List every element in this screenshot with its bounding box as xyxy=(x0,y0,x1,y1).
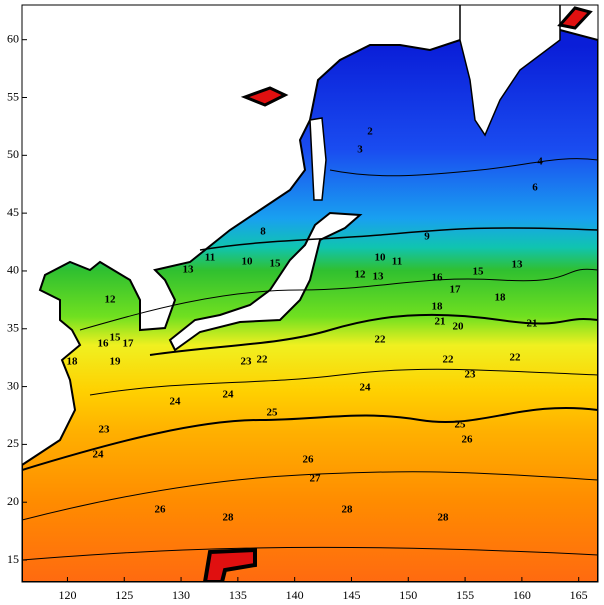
contour-label: 3 xyxy=(357,144,363,156)
contour-label: 17 xyxy=(123,338,135,350)
y-tick-label: 30 xyxy=(7,378,19,392)
contour-label: 15 xyxy=(270,258,282,270)
contour-label: 22 xyxy=(375,334,387,346)
contour-label: 21 xyxy=(435,316,446,328)
contour-label: 15 xyxy=(110,332,122,344)
contour-label: 12 xyxy=(105,294,117,306)
kamchatka xyxy=(459,5,561,137)
x-tick-label: 130 xyxy=(172,588,190,602)
x-tick-label: 135 xyxy=(229,588,247,602)
contour-label: 23 xyxy=(465,369,477,381)
y-tick-label: 50 xyxy=(7,147,19,161)
contour-label: 28 xyxy=(223,512,235,524)
contour-label: 26 xyxy=(462,434,474,446)
contour-label: 6 xyxy=(532,182,538,194)
map-area xyxy=(22,5,598,582)
contour-label: 9 xyxy=(424,231,430,243)
contour-label: 23 xyxy=(241,356,253,368)
x-tick-label: 150 xyxy=(399,588,417,602)
contour-label: 27 xyxy=(310,473,322,485)
contour-label: 11 xyxy=(205,252,215,264)
contour-label: 23 xyxy=(99,424,111,436)
contour-label: 21 xyxy=(527,318,538,330)
x-tick-label: 120 xyxy=(58,588,76,602)
sea xyxy=(22,28,598,582)
contour-label: 18 xyxy=(495,292,507,304)
contour-label: 16 xyxy=(98,338,110,350)
y-tick-label: 45 xyxy=(7,205,19,219)
y-tick-label: 25 xyxy=(7,436,19,450)
contour-label: 17 xyxy=(450,284,462,296)
contour-label: 2 xyxy=(367,126,373,138)
x-tick-label: 145 xyxy=(342,588,360,602)
contour-label: 13 xyxy=(512,259,524,271)
contour-label: 15 xyxy=(473,266,485,278)
contour-label: 22 xyxy=(510,352,522,364)
x-tick-label: 125 xyxy=(115,588,133,602)
contour-label: 12 xyxy=(355,269,367,281)
contour-label: 26 xyxy=(155,504,167,516)
contour-label: 26 xyxy=(303,454,315,466)
contour-label: 28 xyxy=(438,512,450,524)
contour-label: 24 xyxy=(93,449,105,461)
y-tick-label: 35 xyxy=(7,321,19,335)
y-tick-label: 40 xyxy=(7,263,19,277)
contour-label: 25 xyxy=(267,407,279,419)
x-tick-label: 160 xyxy=(513,588,531,602)
island xyxy=(557,6,593,30)
contour-label: 4 xyxy=(537,156,543,168)
contour-label: 24 xyxy=(360,382,372,394)
contour-label: 13 xyxy=(373,271,385,283)
x-tick-label: 165 xyxy=(570,588,588,602)
contour-lines xyxy=(22,158,598,561)
contour-label: 24 xyxy=(170,396,182,408)
contour-label: 18 xyxy=(432,301,444,313)
y-tick-label: 55 xyxy=(7,89,19,103)
contour-label: 11 xyxy=(392,256,402,268)
island xyxy=(202,547,257,582)
contour-label: 19 xyxy=(110,356,122,368)
y-tick-label: 20 xyxy=(7,494,19,508)
contour-label: 16 xyxy=(432,272,444,284)
contour-label: 22 xyxy=(257,354,269,366)
frame xyxy=(21,4,599,583)
x-tick-label: 155 xyxy=(456,588,474,602)
contour-label: 25 xyxy=(455,419,467,431)
contour-label: 13 xyxy=(183,264,195,276)
japan xyxy=(168,211,363,352)
contour-label: 10 xyxy=(375,252,387,264)
contour-label: 20 xyxy=(453,321,465,333)
y-tick-label: 60 xyxy=(7,31,19,45)
x-tick-label: 140 xyxy=(286,588,304,602)
contour-label: 22 xyxy=(443,354,455,366)
contour-label: 8 xyxy=(260,226,266,238)
contour-label: 24 xyxy=(223,389,235,401)
island xyxy=(240,86,289,107)
contour-label: 10 xyxy=(242,256,254,268)
sakhalin xyxy=(309,117,327,201)
contour-label: 18 xyxy=(67,356,79,368)
y-tick-label: 15 xyxy=(7,552,19,566)
contour-label: 28 xyxy=(342,504,354,516)
